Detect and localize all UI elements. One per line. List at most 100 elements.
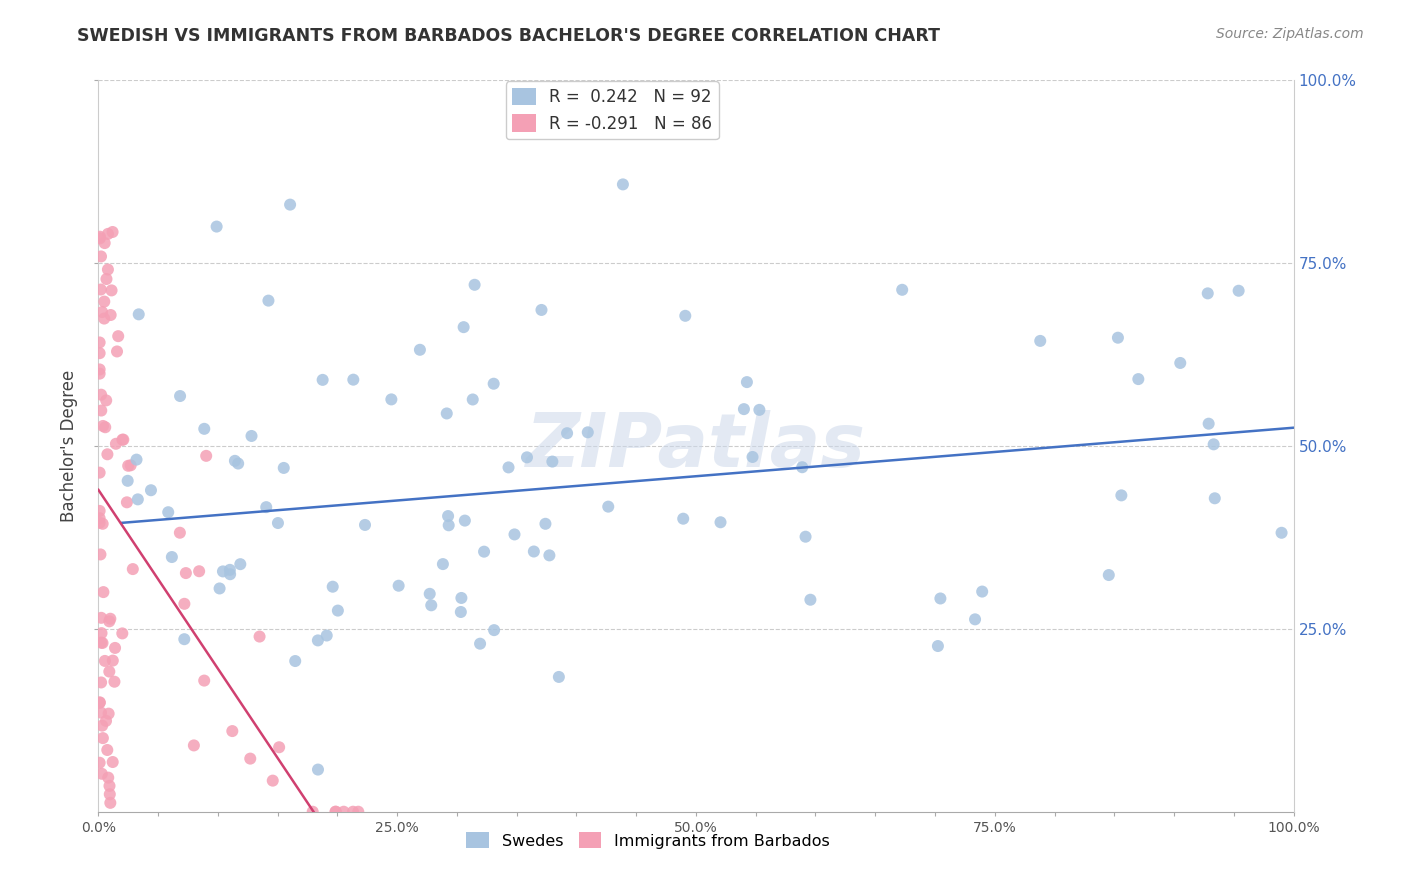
Point	[257, 293, 280, 308]
Point	[93, 756, 115, 770]
Point	[468, 637, 491, 651]
Point	[96, 277, 118, 292]
Point	[139, 483, 162, 498]
Point	[748, 402, 770, 417]
Point	[90, 308, 112, 322]
Point	[101, 311, 124, 326]
Point	[307, 633, 329, 648]
Text: ZIPatlas: ZIPatlas	[526, 409, 866, 483]
Point	[673, 309, 696, 323]
Point	[503, 527, 526, 541]
Point	[93, 654, 115, 668]
Point	[105, 362, 128, 376]
Point	[98, 696, 121, 710]
Point	[598, 500, 620, 514]
Point	[555, 426, 578, 441]
Point	[103, 284, 125, 298]
Point	[89, 305, 111, 319]
Point	[193, 422, 215, 436]
Point	[278, 197, 301, 211]
Point	[193, 614, 215, 628]
Point	[516, 450, 538, 465]
Point	[90, 447, 112, 461]
Point	[94, 654, 117, 668]
Text: SWEDISH VS IMMIGRANTS FROM BARBADOS BACHELOR'S DEGREE CORRELATION CHART: SWEDISH VS IMMIGRANTS FROM BARBADOS BACH…	[77, 27, 941, 45]
Point	[218, 563, 240, 577]
Point	[267, 516, 290, 530]
Point	[464, 277, 486, 292]
Point	[436, 407, 458, 421]
Point	[240, 429, 263, 443]
Point	[173, 564, 195, 578]
Point	[342, 805, 364, 819]
Point	[1227, 284, 1250, 298]
Point	[97, 227, 120, 241]
Point	[1271, 525, 1294, 540]
Point	[104, 665, 127, 679]
Point	[498, 460, 520, 475]
Point	[1107, 331, 1129, 345]
Point	[89, 387, 111, 401]
Point	[96, 419, 118, 434]
Point	[94, 695, 117, 709]
Point	[1029, 334, 1052, 348]
Point	[354, 517, 377, 532]
Point	[91, 511, 114, 525]
Point	[89, 718, 111, 732]
Point	[972, 584, 994, 599]
Point	[322, 580, 344, 594]
Point	[332, 782, 354, 797]
Point	[98, 674, 121, 689]
Point	[1198, 417, 1220, 431]
Point	[205, 219, 228, 234]
Point	[90, 294, 112, 309]
Point	[100, 262, 122, 277]
Point	[461, 392, 484, 407]
Point	[91, 393, 114, 408]
Point	[472, 544, 495, 558]
Point	[90, 611, 112, 625]
Point	[98, 787, 121, 801]
Point	[98, 272, 121, 286]
Point	[419, 587, 441, 601]
Point	[157, 505, 180, 519]
Point	[273, 461, 295, 475]
Point	[101, 344, 124, 359]
Point	[89, 367, 111, 381]
Point	[1111, 488, 1133, 502]
Point	[530, 302, 553, 317]
Point	[115, 439, 138, 453]
Point	[117, 508, 139, 522]
Point	[307, 763, 329, 777]
Point	[100, 626, 122, 640]
Point	[89, 714, 111, 728]
Point	[91, 236, 114, 251]
Point	[90, 329, 112, 343]
Point	[90, 706, 112, 720]
Point	[89, 335, 111, 350]
Point	[325, 759, 347, 773]
Point	[929, 591, 952, 606]
Point	[96, 755, 118, 769]
Point	[576, 425, 599, 440]
Point	[91, 403, 114, 417]
Point	[121, 575, 143, 590]
Point	[195, 631, 218, 645]
Point	[409, 343, 432, 357]
Point	[89, 249, 111, 263]
Y-axis label: Bachelor's Degree: Bachelor's Degree	[60, 370, 79, 522]
Point	[454, 514, 477, 528]
Point	[437, 509, 460, 524]
Point	[254, 500, 277, 515]
Point	[482, 623, 505, 637]
Point	[927, 639, 949, 653]
Point	[97, 771, 120, 785]
Point	[432, 557, 454, 571]
Point	[212, 565, 235, 579]
Point	[1197, 286, 1219, 301]
Point	[963, 612, 986, 626]
Point	[1168, 356, 1191, 370]
Point	[89, 675, 111, 690]
Point	[709, 515, 731, 529]
Point	[96, 516, 118, 530]
